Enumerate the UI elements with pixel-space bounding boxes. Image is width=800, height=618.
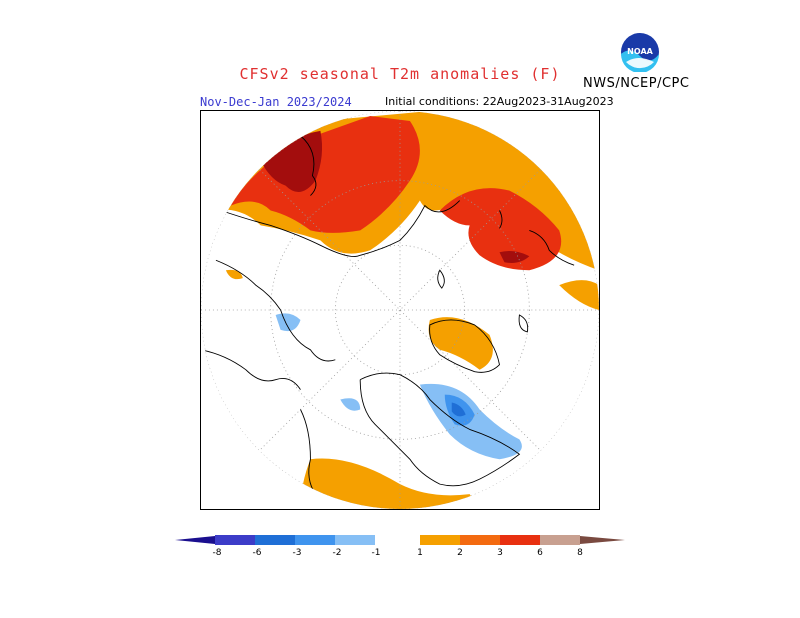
colorbar-arrow-left [175, 536, 215, 544]
season-label: Nov-Dec-Jan 2023/2024 [200, 95, 352, 109]
logo-text: NOAA [627, 47, 653, 56]
colorbar-seg-p2-p3 [460, 535, 500, 545]
colorbar-label-m8: -8 [213, 548, 222, 558]
colorbar-seg-m6-m3 [255, 535, 295, 545]
anomaly-east-asia-dark [499, 250, 530, 263]
polar-map [201, 111, 599, 509]
anomaly-canada-blue-dark [451, 402, 466, 417]
colorbar-arrow-right [580, 536, 625, 544]
map-frame [200, 110, 600, 510]
colorbar-label-p8: 8 [577, 548, 583, 558]
colorbar-label-m3: -3 [293, 548, 302, 558]
colorbar-label-p1: 1 [417, 548, 423, 558]
colorbar-label-m2: -2 [333, 548, 342, 558]
chart-title: CFSv2 seasonal T2m anomalies (F) [239, 65, 561, 83]
colorbar-label-p3: 3 [497, 548, 503, 558]
colorbar-label-m1: -1 [372, 548, 381, 558]
colorbar-label-m6: -6 [253, 548, 262, 558]
anomaly-atlantic-blue-light [275, 313, 301, 332]
colorbar-seg-p1-p2 [420, 535, 460, 545]
anomaly-siberia-dark [260, 130, 323, 193]
anomaly-alaska-orange [559, 280, 599, 310]
colorbar-seg-m8-m6 [215, 535, 255, 545]
anomaly-arctic-blue-light [340, 398, 361, 411]
color-scale-bar: -8 -6 -3 -2 -1 1 2 3 6 8 [175, 535, 625, 558]
colorbar-seg-p6-p8 [540, 535, 580, 545]
colorbar-seg-m2-m1 [335, 535, 375, 545]
anomaly-siberia-red [230, 115, 420, 233]
noaa-logo: NOAA [621, 33, 659, 72]
coastlines [201, 135, 575, 495]
anomaly-canada-orange [428, 317, 493, 370]
colorbar-label-p6: 6 [537, 548, 543, 558]
colorbar-seg-p3-p6 [500, 535, 540, 545]
colorbar-seg-neutral [375, 535, 420, 545]
colorbar-label-p2: 2 [457, 548, 463, 558]
organization-label: NWS/NCEP/CPC [583, 76, 690, 91]
anomaly-us-orange [300, 458, 480, 509]
initial-conditions-label: Initial conditions: 22Aug2023-31Aug2023 [385, 95, 614, 108]
colorbar-seg-m3-m2 [295, 535, 335, 545]
anomaly-europe-orange [225, 269, 243, 280]
